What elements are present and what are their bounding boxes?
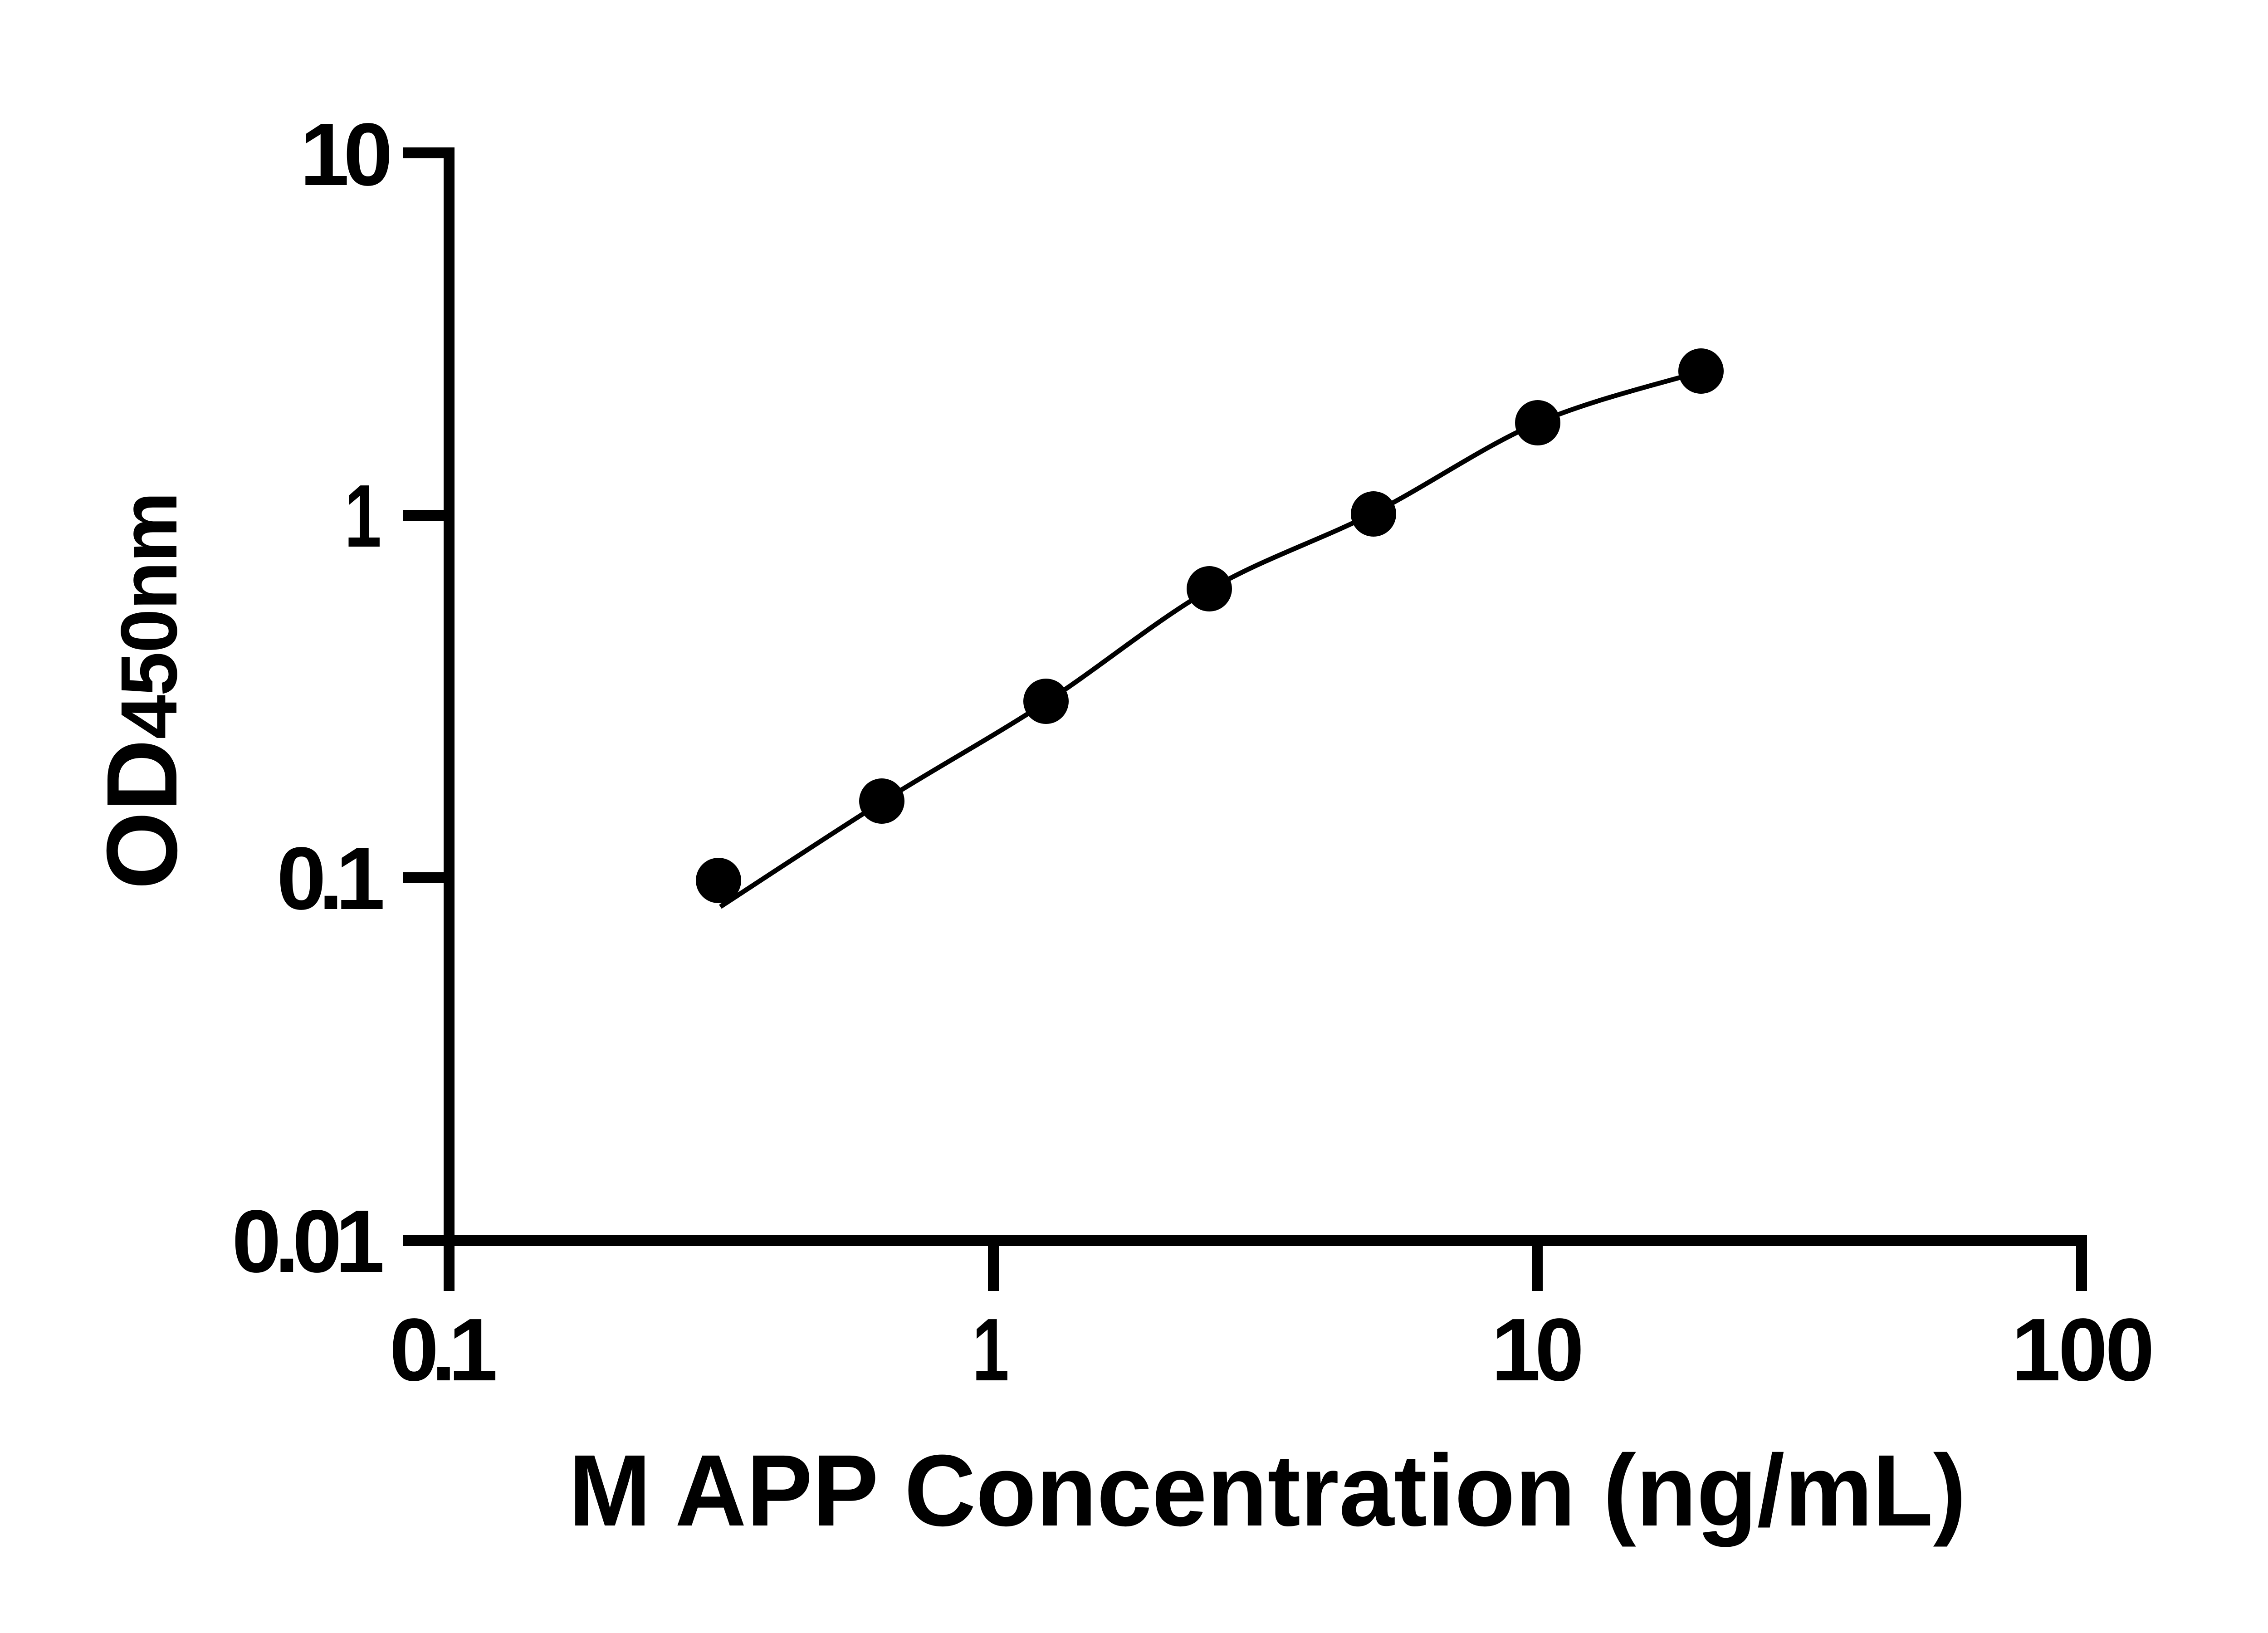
svg-text:1: 1: [972, 1300, 1009, 1399]
svg-text:10: 10: [300, 105, 393, 204]
svg-text:OD450nm: OD450nm: [86, 493, 198, 890]
svg-text:M APP Concentration (ng/mL): M APP Concentration (ng/mL): [569, 1434, 1966, 1547]
svg-text:10: 10: [1491, 1300, 1584, 1399]
svg-text:100: 100: [2011, 1300, 2155, 1399]
svg-text:1: 1: [344, 466, 381, 565]
svg-text:0.01: 0.01: [232, 1192, 385, 1291]
svg-text:0.1: 0.1: [390, 1300, 498, 1399]
svg-text:0.1: 0.1: [277, 829, 385, 928]
